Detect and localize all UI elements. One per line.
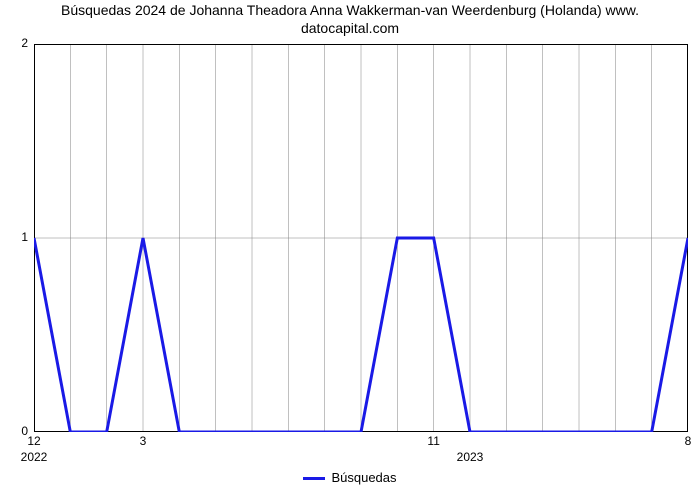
legend-label: Búsquedas xyxy=(331,470,396,485)
x-tick-label: 12 xyxy=(14,434,54,448)
chart-title: Búsquedas 2024 de Johanna Theadora Anna … xyxy=(0,2,700,37)
y-tick-label: 2 xyxy=(4,36,28,50)
x-tick-year-label: 2022 xyxy=(9,450,59,464)
legend-swatch xyxy=(303,477,325,480)
x-tick-label: 3 xyxy=(123,434,163,448)
y-tick-label: 1 xyxy=(4,230,28,244)
x-tick-year-label: 2023 xyxy=(445,450,495,464)
title-line-2: datocapital.com xyxy=(301,20,399,36)
chart-container: { "chart": { "type": "line", "title_line… xyxy=(0,0,700,500)
title-line-1: Búsquedas 2024 de Johanna Theadora Anna … xyxy=(61,2,639,18)
chart-legend: Búsquedas xyxy=(0,470,700,485)
x-tick-label: 11 xyxy=(414,434,454,448)
x-tick-label: 8 xyxy=(668,434,700,448)
chart-plot xyxy=(34,44,688,432)
